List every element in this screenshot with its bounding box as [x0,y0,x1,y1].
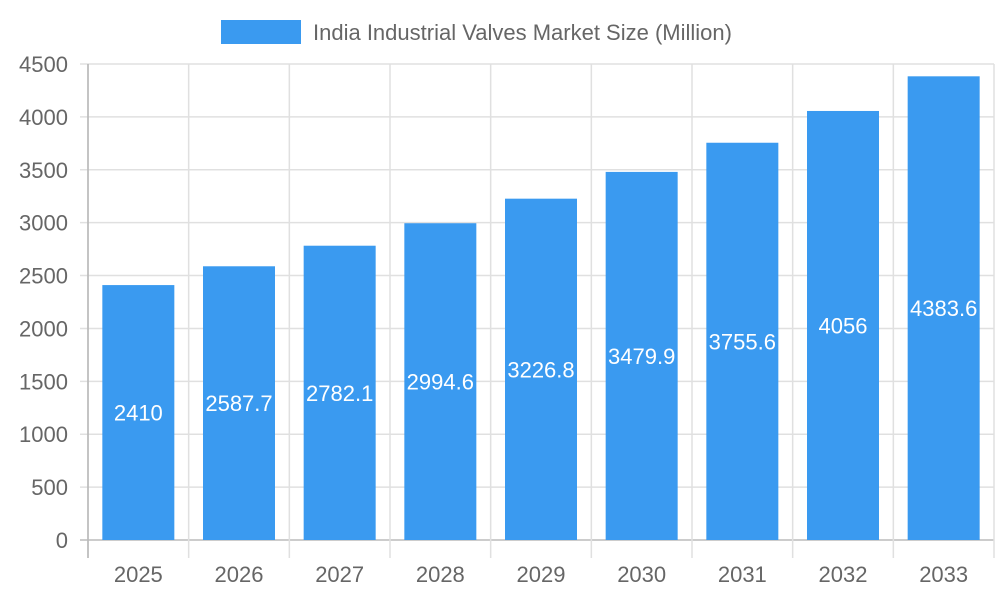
legend-label: India Industrial Valves Market Size (Mil… [313,20,732,45]
axes: 0 500 1000 1500 2000 2500 3000 3500 4000 4500 2025… [19,52,968,587]
y-tick-label: 2500 [19,264,68,289]
bar [102,285,175,540]
bar [706,142,779,541]
x-tick-label: 2033 [919,562,968,587]
bars: 2410 2587.7 2782.1 2994.6 3226.8 3479.9 3755.6… [102,76,980,541]
data-label: 3226.8 [507,357,574,382]
x-tick-label: 2031 [718,562,767,587]
bar [404,223,477,541]
x-tick-label: 2029 [517,562,566,587]
data-label: 2410 [114,401,163,426]
y-tick-label: 4000 [19,105,68,130]
legend[interactable]: India Industrial Valves Market Size (Mil… [221,20,732,45]
x-tick-label: 2030 [617,562,666,587]
bar [605,171,678,540]
data-label: 3755.6 [709,329,776,354]
bar [907,76,980,540]
data-label: 2994.6 [407,370,474,395]
bar [807,110,879,540]
y-tick-label: 500 [31,475,68,500]
data-label: 4383.6 [910,296,977,321]
data-label: 3479.9 [608,344,675,369]
y-tick-label: 2000 [19,316,68,341]
x-tick-label: 2025 [114,562,163,587]
legend-swatch [221,20,301,44]
x-tick-label: 2027 [315,562,364,587]
x-tick-label: 2026 [215,562,264,587]
data-label: 4056 [819,313,868,338]
y-tick-label: 1500 [19,369,68,394]
bar [505,198,577,540]
bar [203,266,275,540]
x-tick-label: 2032 [819,562,868,587]
bar [303,245,376,540]
y-tick-label: 3500 [19,158,68,183]
y-tick-label: 4500 [19,52,68,77]
data-label: 2587.7 [205,391,272,416]
x-tick-label: 2028 [416,562,465,587]
y-tick-label: 0 [56,528,68,553]
y-tick-label: 3000 [19,211,68,236]
data-label: 2782.1 [306,381,373,406]
y-tick-label: 1000 [19,422,68,447]
